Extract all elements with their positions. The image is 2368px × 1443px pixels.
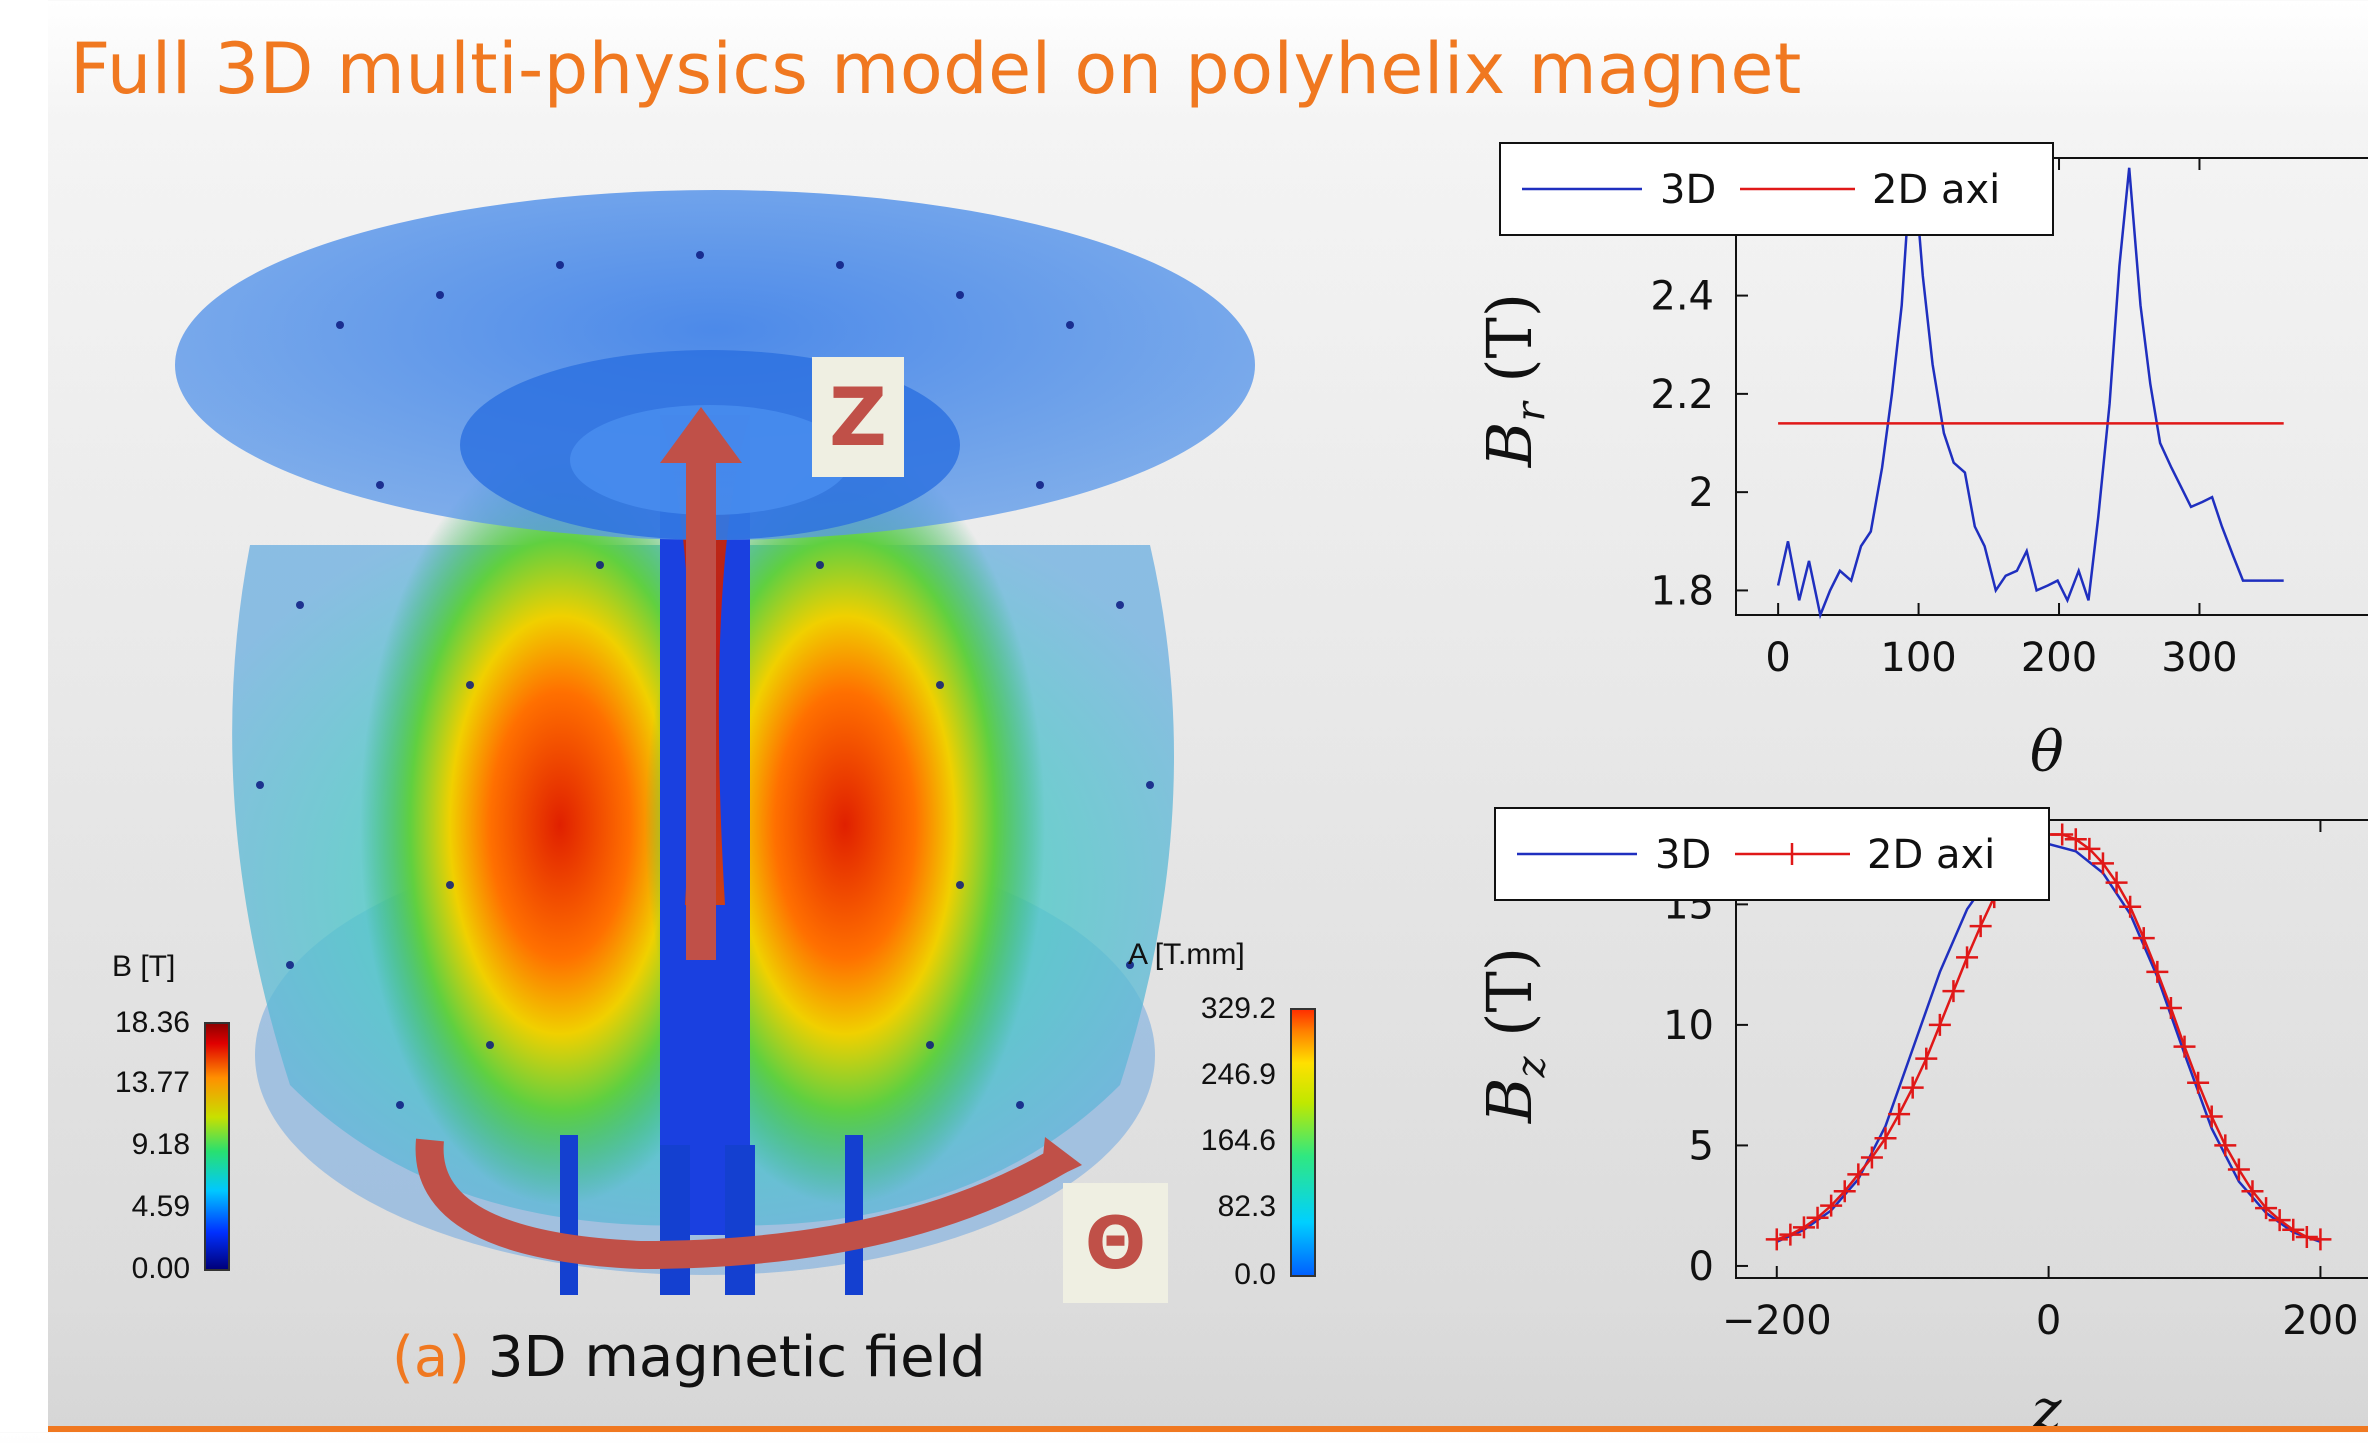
y-tick-label: 2.4 xyxy=(1650,274,1714,320)
data-point-marker xyxy=(1901,1076,1924,1099)
slide-bottom-bar xyxy=(48,1426,2368,1432)
y-tick-label: 0 xyxy=(1689,1244,1714,1290)
data-point-marker xyxy=(2091,852,2114,875)
caption-tag: (a) xyxy=(392,1325,471,1390)
data-point-marker xyxy=(1792,1216,1815,1239)
data-point-marker xyxy=(2200,1105,2223,1128)
x-tick-label: 100 xyxy=(1880,635,1956,681)
colorbar-b-tick: 13.77 xyxy=(114,1066,190,1099)
colorbar-b-tick: 9.18 xyxy=(131,1128,190,1161)
data-point-marker xyxy=(2159,997,2182,1020)
y-tick-label: 5 xyxy=(1689,1123,1714,1169)
br-chart-xlabel: θ xyxy=(2030,720,2064,785)
data-point-marker xyxy=(1942,980,1965,1003)
data-point-marker xyxy=(2268,1209,2291,1232)
data-point-marker xyxy=(2295,1226,2318,1249)
colorbar-a-tick: 329.2 xyxy=(1200,992,1276,1025)
colorbar-a-tick: 0.0 xyxy=(1234,1258,1276,1291)
y-tick-label: 2.2 xyxy=(1650,372,1714,418)
colorbar-a-tick: 164.6 xyxy=(1200,1124,1276,1157)
br-theta-chart: 1.8 2 2.2 2.4 0 100 200 300 3D 2D axi xyxy=(1499,142,2368,681)
data-point-marker xyxy=(2105,871,2128,894)
magnet-3d-render xyxy=(175,190,1255,1295)
legend-label-2d: 2D axi xyxy=(1872,167,2000,213)
z-axis-label: Z xyxy=(812,357,904,477)
data-point-marker xyxy=(1779,1223,1802,1246)
colorbar-b-title: B [T] xyxy=(112,950,176,983)
figure-caption: (a) 3D magnetic field xyxy=(392,1325,986,1390)
colorbar-b-tick: 18.36 xyxy=(114,1006,190,1039)
data-point-marker xyxy=(2051,823,2074,846)
br-chart-ylabel: Br (T) xyxy=(1473,292,1555,468)
data-point-marker xyxy=(1928,1013,1951,1036)
data-point-marker xyxy=(2214,1134,2237,1157)
slide-left-margin xyxy=(0,0,48,1432)
data-point-marker xyxy=(2119,895,2142,918)
data-point-marker xyxy=(2255,1197,2278,1220)
chart-legend: 3D 2D axi xyxy=(1494,807,2050,901)
theta-axis-label: Θ xyxy=(1063,1183,1168,1303)
colorbar-a-title: A [T.mm] xyxy=(1128,938,1245,971)
x-tick-label: 200 xyxy=(2282,1298,2358,1344)
x-tick-label: −200 xyxy=(1722,1298,1832,1344)
bz-chart-ylabel: Bz (T) xyxy=(1473,946,1555,1124)
colorbar-a xyxy=(1290,1008,1316,1277)
data-point-marker xyxy=(1833,1180,1856,1203)
series-line-3d xyxy=(1776,167,2284,620)
bz-chart-xlabel: z xyxy=(2032,1378,2062,1443)
y-tick-label: 10 xyxy=(1663,1003,1714,1049)
data-point-marker xyxy=(2064,828,2087,851)
data-point-marker xyxy=(1915,1047,1938,1070)
data-point-marker xyxy=(2173,1035,2196,1058)
data-point-marker xyxy=(1847,1163,1870,1186)
legend-label-3d: 3D xyxy=(1660,167,1716,213)
slide-title: Full 3D multi-physics model on polyhelix… xyxy=(70,28,1802,110)
data-point-marker xyxy=(2227,1158,2250,1181)
data-point-marker xyxy=(1874,1127,1897,1150)
axis-frame xyxy=(1735,820,2368,1279)
data-point-marker xyxy=(2187,1071,2210,1094)
colorbar-b xyxy=(204,1022,230,1271)
y-tick-label: 2 xyxy=(1689,470,1714,516)
data-point-marker xyxy=(1820,1194,1843,1217)
x-tick-label: 0 xyxy=(1765,635,1790,681)
x-tick-label: 300 xyxy=(2161,635,2237,681)
legend-label-2d: 2D axi xyxy=(1867,832,1995,878)
legend-label-3d: 3D xyxy=(1655,832,1711,878)
x-tick-label: 0 xyxy=(2036,1298,2061,1344)
data-point-marker xyxy=(2282,1218,2305,1241)
x-tick-label: 200 xyxy=(2021,635,2097,681)
y-tick-label: 1.8 xyxy=(1650,568,1714,614)
data-point-marker xyxy=(1806,1206,1829,1229)
data-point-marker xyxy=(2241,1180,2264,1203)
colorbar-a-tick: 82.3 xyxy=(1217,1190,1276,1223)
data-point-marker xyxy=(1860,1146,1883,1169)
chart-legend: 3D 2D axi xyxy=(1499,142,2054,236)
data-point-marker xyxy=(2146,960,2169,983)
data-point-marker xyxy=(2132,927,2155,950)
data-point-marker xyxy=(1956,946,1979,969)
colorbar-a-tick: 246.9 xyxy=(1200,1058,1276,1091)
data-point-marker xyxy=(1969,915,1992,938)
colorbar-b-tick: 4.59 xyxy=(131,1190,190,1223)
data-point-marker xyxy=(2309,1228,2332,1251)
data-point-marker xyxy=(1765,1228,1788,1251)
data-point-marker xyxy=(2078,837,2101,860)
caption-text: 3D magnetic field xyxy=(487,1325,986,1390)
data-point-marker xyxy=(1888,1103,1911,1126)
colorbar-b-tick: 0.00 xyxy=(131,1252,190,1285)
axis-frame xyxy=(1735,158,2368,616)
